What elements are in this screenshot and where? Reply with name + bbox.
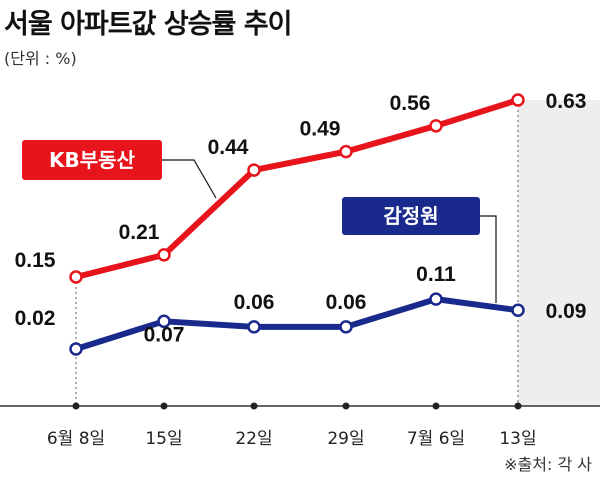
data-label: 0.49: [300, 118, 341, 141]
data-label: 0.07: [144, 323, 185, 346]
series-line-1: [73, 296, 521, 352]
data-label: 0.06: [326, 291, 367, 314]
x-tick-label: 29일: [327, 429, 364, 449]
data-point: [69, 270, 83, 284]
data-label: 0.02: [15, 307, 56, 330]
shaded-region: [518, 100, 600, 406]
x-tick-label: 22일: [235, 429, 272, 449]
data-point: [247, 320, 261, 334]
data-point: [339, 320, 353, 334]
data-point: [429, 292, 443, 306]
legend-box: [22, 140, 162, 180]
data-label: 0.63: [546, 90, 587, 113]
x-tick-label: 13일: [499, 429, 536, 449]
data-label: 0.15: [15, 249, 56, 272]
data-point: [429, 119, 443, 133]
x-tick-mark: [160, 402, 168, 410]
callout-leader: [478, 215, 497, 303]
data-point: [247, 163, 261, 177]
data-point: [157, 314, 171, 329]
x-tick-mark: [250, 402, 258, 410]
data-point: [511, 303, 525, 317]
x-tick-mark: [514, 402, 522, 410]
data-point: [69, 342, 83, 356]
data-label: 0.09: [546, 300, 587, 323]
data-label: 0.06: [234, 291, 275, 314]
x-tick-mark: [342, 402, 350, 410]
data-label: 0.11: [416, 263, 456, 286]
data-label: 0.21: [119, 221, 160, 244]
source-note: ※출처: 각 사: [504, 455, 592, 474]
x-tick-mark: [72, 402, 80, 410]
legend-label: KB부동산: [49, 148, 136, 172]
data-point: [339, 144, 353, 159]
x-tick-label: 7월 6일: [407, 429, 465, 449]
legend-label: 감정원: [383, 204, 438, 228]
unit-label: (단위 : %): [4, 49, 77, 68]
chart-title: 서울 아파트값 상승률 추이: [4, 9, 292, 40]
x-tick-mark: [432, 402, 440, 410]
data-label: 0.56: [390, 92, 431, 115]
data-point: [157, 248, 171, 262]
data-label: 0.44: [208, 136, 249, 159]
x-tick-label: 15일: [145, 429, 182, 449]
legend-box: [342, 197, 480, 235]
series-line-0: [73, 97, 521, 280]
x-tick-label: 6월 8일: [47, 429, 105, 449]
data-point: [511, 93, 525, 107]
callout-leader: [162, 159, 217, 199]
